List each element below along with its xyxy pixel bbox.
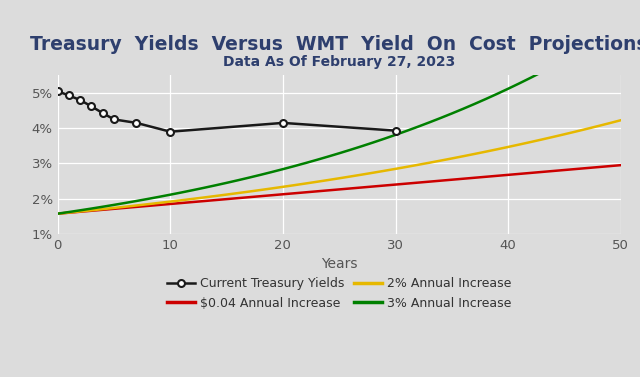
Title: Treasury  Yields  Versus  WMT  Yield  On  Cost  Projections: Treasury Yields Versus WMT Yield On Cost… xyxy=(31,35,640,54)
Legend: Current Treasury Yields, $0.04 Annual Increase, 2% Annual Increase, 3% Annual In: Current Treasury Yields, $0.04 Annual In… xyxy=(163,272,516,314)
X-axis label: Years: Years xyxy=(321,257,358,271)
Text: Data As Of February 27, 2023: Data As Of February 27, 2023 xyxy=(223,55,455,69)
